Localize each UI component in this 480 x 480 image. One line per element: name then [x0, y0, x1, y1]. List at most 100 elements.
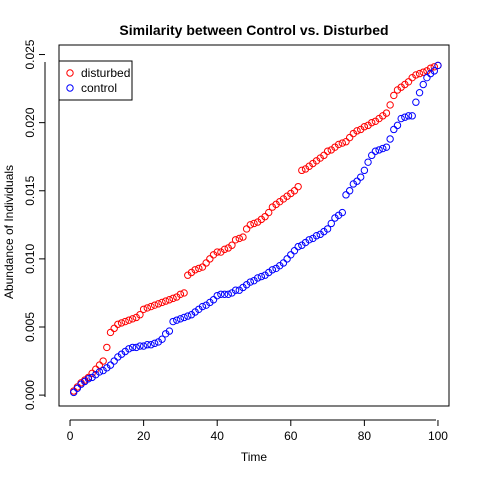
y-axis-label: Abundance of Individuals	[2, 165, 16, 299]
series-layer	[70, 61, 442, 397]
control-point	[125, 345, 133, 353]
control-point	[165, 327, 174, 335]
disturbed-point	[334, 140, 343, 149]
control-point	[368, 151, 376, 160]
y-tick-label: 0.005	[23, 312, 37, 342]
control-point	[217, 290, 225, 298]
control-point	[268, 266, 277, 274]
control-point	[231, 286, 240, 294]
disturbed-point	[165, 296, 174, 304]
control-point	[379, 144, 387, 153]
control-point	[73, 384, 82, 392]
disturbed-point	[382, 109, 391, 117]
x-tick-label: 40	[211, 429, 225, 443]
disturbed-point	[206, 255, 214, 263]
control-point	[294, 242, 302, 251]
disturbed-point	[103, 343, 111, 352]
control-point	[110, 357, 118, 365]
y-tick-label: 0.000	[23, 380, 37, 410]
control-point	[132, 343, 140, 352]
control-point	[423, 73, 431, 82]
control-point	[136, 342, 144, 350]
disturbed-point	[239, 233, 247, 241]
y-tick-label: 0.010	[23, 244, 37, 274]
disturbed-point	[412, 71, 420, 79]
control-point	[209, 296, 218, 304]
control-point	[176, 315, 185, 323]
disturbed-point	[261, 212, 269, 221]
disturbed-point	[235, 234, 243, 243]
disturbed-point	[147, 302, 155, 311]
disturbed-point	[180, 289, 188, 297]
disturbed-point	[117, 319, 126, 327]
x-tick-label: 80	[358, 429, 372, 443]
legend-label-control: control	[81, 81, 117, 95]
disturbed-point	[169, 294, 177, 303]
disturbed-point	[195, 264, 203, 273]
y-tick-label: 0.025	[23, 39, 37, 69]
control-point	[360, 166, 369, 175]
series-disturbed	[70, 61, 442, 395]
control-point	[84, 375, 93, 383]
disturbed-point	[99, 357, 107, 365]
disturbed-point	[419, 68, 427, 76]
legend-marker-control	[66, 84, 74, 92]
disturbed-point	[88, 369, 96, 378]
control-point	[305, 236, 313, 244]
disturbed-point	[294, 182, 302, 191]
control-point	[290, 247, 299, 255]
disturbed-point	[368, 118, 376, 127]
control-point	[390, 125, 398, 134]
control-point	[173, 316, 181, 324]
disturbed-point	[353, 127, 361, 135]
disturbed-point	[338, 139, 347, 147]
control-point	[375, 146, 383, 154]
disturbed-point	[342, 138, 350, 146]
disturbed-point	[125, 316, 133, 324]
control-point	[184, 312, 192, 320]
disturbed-point	[265, 208, 273, 217]
plot-area-frame	[58, 44, 450, 407]
control-point	[150, 339, 159, 348]
disturbed-point	[114, 320, 122, 328]
disturbed-point	[360, 123, 369, 131]
disturbed-point	[202, 259, 210, 267]
control-point	[386, 135, 394, 143]
control-point	[430, 67, 438, 75]
disturbed-point	[176, 290, 185, 298]
control-point	[220, 290, 229, 298]
disturbed-point	[191, 266, 199, 274]
control-point	[356, 173, 365, 181]
disturbed-point	[150, 301, 159, 309]
disturbed-point	[136, 311, 144, 319]
disturbed-point	[154, 300, 163, 308]
control-point	[338, 208, 347, 217]
disturbed-point	[139, 305, 148, 313]
y-axis: 0.000 0.005 0.010 0.015 0.020 0.025	[23, 39, 46, 410]
disturbed-point	[213, 248, 221, 256]
disturbed-point	[121, 317, 129, 326]
control-point	[180, 313, 188, 322]
disturbed-point	[161, 297, 170, 305]
disturbed-point	[345, 133, 354, 142]
disturbed-point	[128, 315, 137, 323]
disturbed-point	[404, 78, 413, 86]
control-point	[312, 232, 321, 240]
control-point	[143, 340, 152, 349]
control-point	[70, 388, 78, 397]
control-point	[401, 113, 409, 121]
series-control	[70, 61, 442, 397]
control-point	[257, 272, 266, 281]
legend-label-disturbed: disturbed	[81, 66, 130, 80]
control-point	[397, 114, 405, 123]
legend-marker-disturbed	[66, 69, 74, 77]
disturbed-point	[250, 219, 258, 228]
disturbed-point	[220, 245, 229, 254]
control-point	[393, 121, 402, 130]
control-point	[342, 191, 350, 199]
y-tick-label: 0.020	[23, 107, 37, 137]
control-point	[434, 61, 442, 70]
disturbed-point	[290, 187, 299, 195]
